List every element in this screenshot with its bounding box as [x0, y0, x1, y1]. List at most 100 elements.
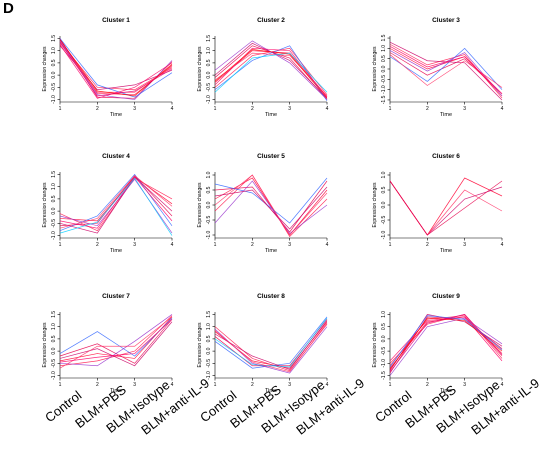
y-tick-label: -0.5 — [51, 83, 57, 92]
y-axis-label: Expression changes — [372, 182, 378, 228]
panel-title: Cluster 2 — [257, 17, 285, 24]
x-tick-label: 4 — [326, 106, 329, 112]
x-tick-label: 2 — [251, 382, 254, 388]
y-tick-label: -1.5 — [381, 371, 387, 380]
y-axis-label: Expression changes — [197, 46, 203, 92]
y-tick-label: -1.0 — [206, 230, 212, 239]
x-axis-label: Time — [265, 248, 277, 254]
y-tick-label: 1.0 — [381, 45, 387, 52]
series-line-9 — [214, 52, 328, 93]
y-tick-label: 0.5 — [206, 59, 212, 66]
y-tick-label: 0.0 — [206, 71, 212, 78]
y-tick-label: 1.5 — [206, 35, 212, 42]
series-line-4 — [214, 177, 328, 224]
y-tick-label: -0.5 — [206, 83, 212, 92]
y-tick-label: 0.5 — [51, 335, 57, 342]
y-axis-label: Expression changes — [372, 46, 378, 92]
y-tick-label: 0.5 — [381, 186, 387, 193]
x-tick-label: 4 — [171, 382, 174, 388]
x-tick-label: 1 — [214, 106, 217, 112]
y-tick-label: 0.0 — [51, 71, 57, 78]
series-line-1 — [389, 177, 503, 236]
x-tick-label: 1 — [389, 242, 392, 248]
series-line-10 — [59, 41, 173, 97]
y-axis-label: Expression changes — [197, 322, 203, 368]
x-tick-label: 1 — [59, 242, 62, 248]
x-tick-label: 4 — [326, 242, 329, 248]
cluster-panels: Cluster 1-1.0-0.50.00.51.01.51 2 3 4TimeExp… — [42, 17, 504, 394]
series-line-7 — [214, 174, 328, 236]
series-line-6 — [59, 321, 173, 367]
cluster-panel-3: Cluster 3 -1.5-1.0-0.5 0.0 0.5 1.0 1.5 1 2 3 4 Tim… — [372, 17, 504, 118]
series-line-7 — [389, 54, 503, 88]
x-tick-label: 4 — [501, 106, 504, 112]
series-line-8 — [389, 317, 503, 370]
y-axis-label: Expression changes — [372, 322, 378, 368]
cluster-panel-1: Cluster 1 -1.0 -0.5 0.0 0.5 1.0 1.5 1 2 3 4 Time Exp… — [42, 17, 174, 118]
series-line-6 — [214, 186, 328, 230]
y-tick-label: 1.5 — [206, 311, 212, 318]
series-line-2 — [59, 41, 173, 91]
series-line-3 — [389, 43, 503, 99]
x-tick-label: 3 — [133, 106, 136, 112]
y-tick-label: 0.5 — [206, 186, 212, 193]
x-axis-label: Time — [265, 112, 277, 118]
cluster-panel-6: Cluster 6 -1.0 -0.5 0.0 0.5 1.0 1 2 3 4 Time Expres… — [372, 153, 504, 254]
series-line-8 — [59, 44, 173, 99]
y-tick-label: -1.0 — [381, 85, 387, 94]
x-axis-label: Time — [110, 388, 122, 394]
y-tick-label: -0.5 — [381, 75, 387, 84]
x-tick-label: 4 — [171, 242, 174, 248]
x-tick-label: 3 — [133, 242, 136, 248]
panel-title: Cluster 9 — [432, 293, 460, 300]
y-tick-label: 0.0 — [206, 201, 212, 208]
x-tick-label: 3 — [463, 242, 466, 248]
y-tick-label: -1.0 — [51, 231, 57, 240]
y-tick-label: -1.0 — [51, 95, 57, 104]
x-axis-label: Time — [440, 248, 452, 254]
cluster-panel-5: Cluster 5 -1.0 -0.5 0.0 0.5 1.0 1 2 3 4 Time Expres… — [197, 153, 329, 254]
x-tick-label: 2 — [426, 382, 429, 388]
y-tick-label: 0.0 — [381, 335, 387, 342]
series-line-10 — [389, 315, 503, 368]
y-tick-label: 0.5 — [51, 59, 57, 66]
y-tick-label: -0.5 — [206, 359, 212, 368]
y-tick-label: -1.0 — [206, 371, 212, 380]
y-tick-label: 1.0 — [51, 323, 57, 330]
y-axis-label: Expression changes — [42, 46, 48, 92]
y-tick-label: -0.5 — [51, 219, 57, 228]
x-tick-label: 2 — [96, 106, 99, 112]
series-line-4 — [59, 317, 173, 357]
x-tick-label: 3 — [133, 382, 136, 388]
series-line-1 — [59, 39, 173, 96]
series-line-7 — [59, 38, 173, 98]
y-axis-label: Expression changes — [197, 182, 203, 228]
series-line-6 — [59, 178, 173, 234]
x-tick-label: 3 — [463, 382, 466, 388]
y-tick-label: -0.5 — [381, 215, 387, 224]
series-line-8 — [59, 319, 173, 363]
series-line-3 — [389, 180, 503, 236]
series-line-8 — [214, 322, 328, 373]
x-tick-label: 1 — [389, 106, 392, 112]
x-tick-label: 3 — [288, 242, 291, 248]
y-tick-label: 0.0 — [381, 201, 387, 208]
series-line-5 — [59, 314, 173, 367]
panel-title: Cluster 5 — [257, 153, 285, 160]
x-tick-label: 4 — [501, 382, 504, 388]
y-tick-label: -1.0 — [381, 230, 387, 239]
x-tick-label: 1 — [389, 382, 392, 388]
series-line-9 — [59, 177, 173, 236]
panel-title: Cluster 6 — [432, 153, 460, 160]
series-line-4 — [389, 180, 503, 236]
y-tick-label: 1.0 — [206, 47, 212, 54]
x-tick-label: 3 — [288, 382, 291, 388]
x-tick-label: 1 — [59, 382, 62, 388]
x-tick-label: 1 — [214, 242, 217, 248]
x-tick-label: 3 — [288, 106, 291, 112]
y-tick-label: 1.0 — [51, 183, 57, 190]
x-tick-label: 2 — [96, 382, 99, 388]
series-line-7 — [59, 175, 173, 229]
y-tick-label: 1.0 — [206, 323, 212, 330]
x-tick-label: 2 — [426, 242, 429, 248]
